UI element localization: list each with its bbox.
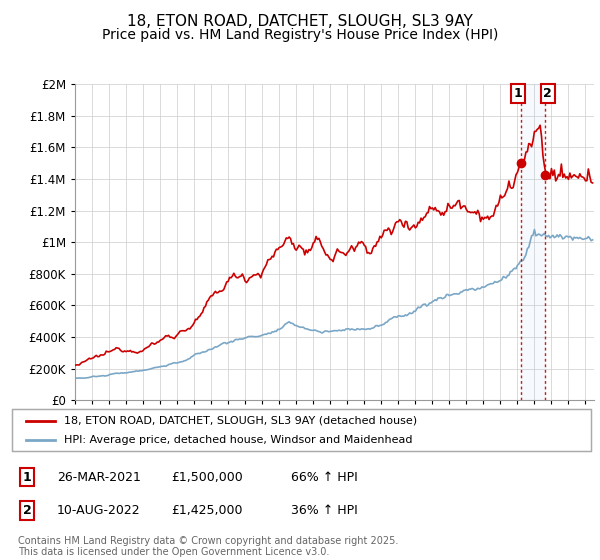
Text: 2: 2 xyxy=(23,504,31,517)
Text: 18, ETON ROAD, DATCHET, SLOUGH, SL3 9AY (detached house): 18, ETON ROAD, DATCHET, SLOUGH, SL3 9AY … xyxy=(64,416,417,426)
Text: 66% ↑ HPI: 66% ↑ HPI xyxy=(291,470,358,484)
Text: 36% ↑ HPI: 36% ↑ HPI xyxy=(291,504,358,517)
Text: Contains HM Land Registry data © Crown copyright and database right 2025.
This d: Contains HM Land Registry data © Crown c… xyxy=(18,535,398,557)
Text: £1,425,000: £1,425,000 xyxy=(171,504,242,517)
Text: 26-MAR-2021: 26-MAR-2021 xyxy=(57,470,141,484)
Text: 1: 1 xyxy=(514,87,523,100)
Text: £1,500,000: £1,500,000 xyxy=(171,470,243,484)
Text: HPI: Average price, detached house, Windsor and Maidenhead: HPI: Average price, detached house, Wind… xyxy=(64,435,413,445)
Text: 10-AUG-2022: 10-AUG-2022 xyxy=(57,504,140,517)
Text: 18, ETON ROAD, DATCHET, SLOUGH, SL3 9AY: 18, ETON ROAD, DATCHET, SLOUGH, SL3 9AY xyxy=(127,14,473,29)
Text: Price paid vs. HM Land Registry's House Price Index (HPI): Price paid vs. HM Land Registry's House … xyxy=(102,28,498,42)
Text: 2: 2 xyxy=(544,87,552,100)
Text: 1: 1 xyxy=(23,470,31,484)
Bar xyxy=(521,84,545,400)
